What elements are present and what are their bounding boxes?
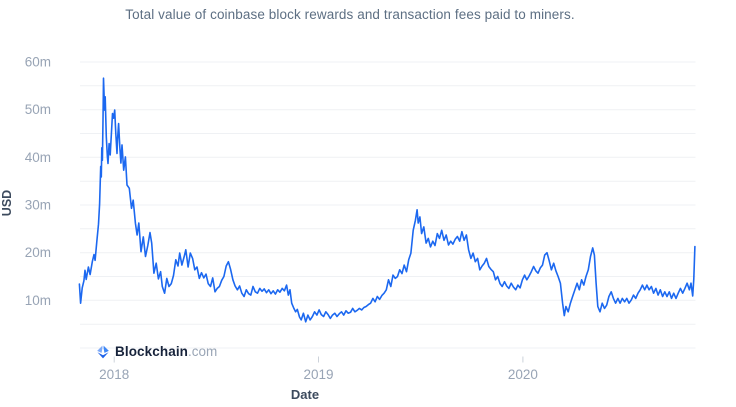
x-tick-label: 2019 bbox=[303, 367, 333, 382]
revenue-line[interactable] bbox=[78, 77, 696, 323]
y-tick-label: 50m bbox=[25, 102, 51, 117]
logo-brand-text: Blockchain bbox=[115, 344, 189, 359]
x-tick-label: 2018 bbox=[99, 367, 129, 382]
y-tick-label: 10m bbox=[25, 293, 51, 308]
y-axis-title: USD bbox=[0, 189, 14, 217]
y-tick-label: 60m bbox=[25, 55, 51, 70]
y-tick-label: 40m bbox=[25, 150, 51, 165]
x-axis-title: Date bbox=[290, 387, 320, 402]
x-tick-label: 2020 bbox=[508, 367, 538, 382]
y-tick-label: 20m bbox=[25, 245, 51, 260]
blockchain-logo[interactable]: Blockchain .com bbox=[96, 344, 217, 359]
y-tick-label: 30m bbox=[25, 198, 51, 213]
chart-title: Total value of coinbase block rewards an… bbox=[125, 7, 575, 22]
blockchain-diamond-icon bbox=[97, 345, 109, 358]
logo-suffix-text: .com bbox=[188, 344, 218, 359]
